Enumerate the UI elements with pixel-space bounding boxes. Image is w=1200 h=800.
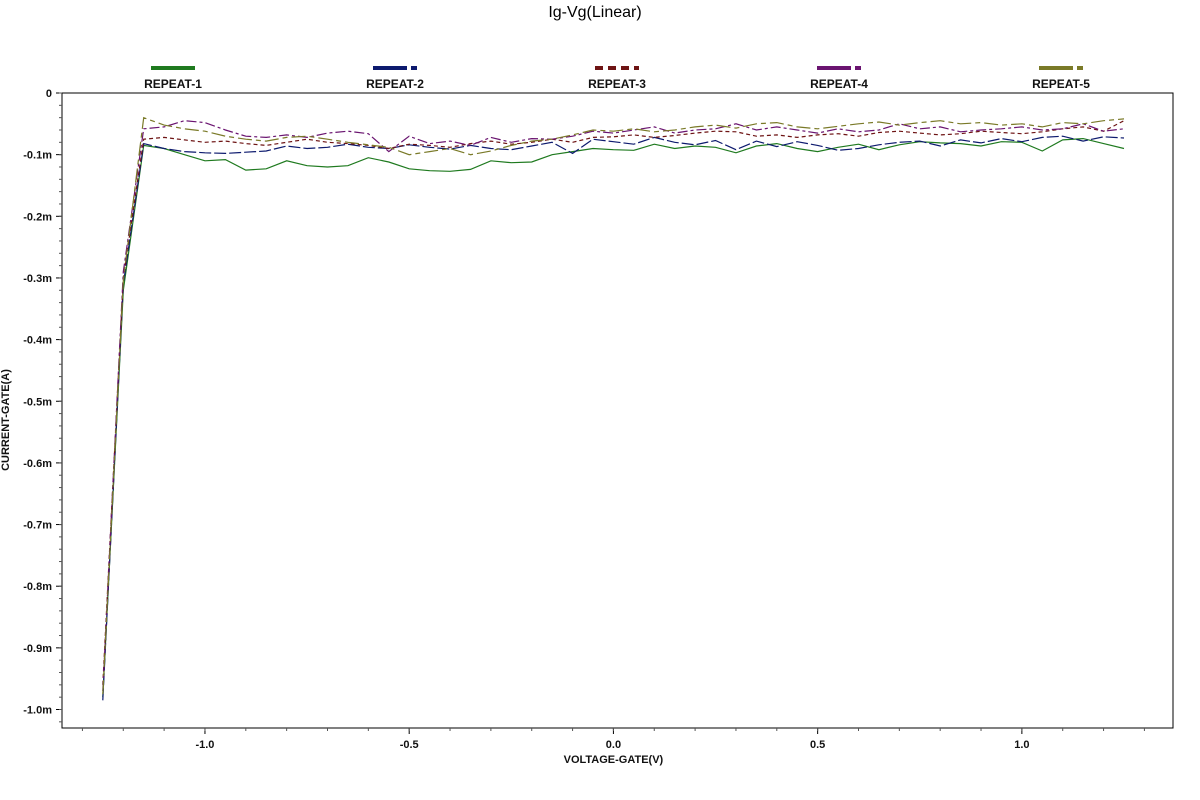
x-tick-label: 0.0	[606, 739, 621, 751]
y-tick-label: -0.2m	[23, 211, 52, 223]
legend-label-4: REPEAT-4	[810, 77, 868, 91]
series-line-repeat-4	[102, 120, 1125, 692]
y-axis: 0 -0.1m -0.2m -0.3m -0.4m -0.5m -0.6m -0.7m -0.8…	[23, 88, 62, 723]
x-tick-label: 1.0	[1014, 739, 1029, 751]
y-tick-label: 0	[46, 88, 52, 100]
y-tick-label: -0.5m	[23, 396, 52, 408]
y-axis-title: CURRENT-GATE(A)	[0, 369, 12, 471]
x-tick-label: 0.5	[810, 739, 825, 751]
chart-title: Ig-Vg(Linear)	[548, 4, 641, 21]
y-tick-label: -0.4m	[23, 335, 52, 347]
legend: REPEAT-1 REPEAT-2 REPEAT-3 REPEAT-4 REPEAT-5	[144, 66, 1090, 91]
x-tick-label: -1.0	[195, 739, 214, 751]
y-tick-label: -0.1m	[23, 150, 52, 162]
series-line-repeat-5	[102, 116, 1125, 695]
y-tick-label: -0.9m	[23, 643, 52, 655]
legend-label-3: REPEAT-3	[588, 77, 646, 91]
series-layer	[102, 116, 1125, 701]
series-line-repeat-2	[102, 135, 1125, 701]
y-tick-label: -0.7m	[23, 520, 52, 532]
x-tick-label: -0.5	[400, 739, 419, 751]
series-line-repeat-1	[102, 137, 1125, 698]
legend-label-2: REPEAT-2	[366, 77, 424, 91]
y-tick-label: -1.0m	[23, 705, 52, 717]
x-axis: -1.0 -0.5 0.0 0.5 1.0	[81, 728, 1145, 751]
y-tick-label: -0.3m	[23, 273, 52, 285]
legend-label-1: REPEAT-1	[144, 77, 202, 91]
y-tick-label: -0.8m	[23, 581, 52, 593]
legend-label-5: REPEAT-5	[1032, 77, 1090, 91]
y-tick-label: -0.6m	[23, 458, 52, 470]
x-axis-title: VOLTAGE-GATE(V)	[564, 754, 664, 766]
plot-area-frame	[61, 92, 1174, 729]
series-line-repeat-3	[102, 120, 1125, 685]
